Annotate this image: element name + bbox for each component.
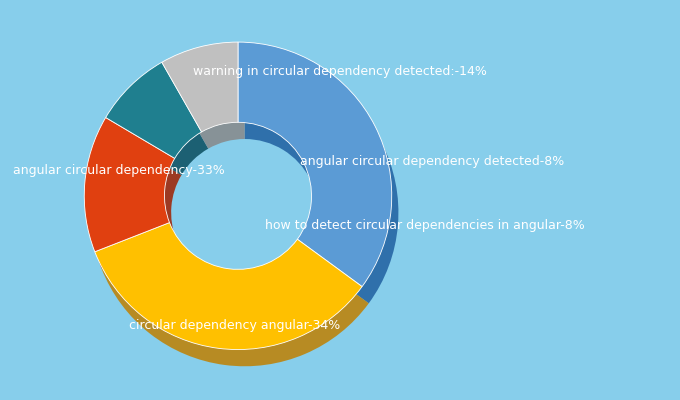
Wedge shape — [112, 79, 208, 175]
Wedge shape — [101, 239, 369, 366]
Text: angular circular dependency-33%: angular circular dependency-33% — [13, 164, 225, 176]
Wedge shape — [91, 134, 182, 268]
Text: warning in circular dependency detected:-14%: warning in circular dependency detected:… — [193, 66, 487, 78]
Wedge shape — [238, 42, 392, 286]
Wedge shape — [245, 59, 398, 303]
Wedge shape — [95, 222, 362, 350]
Wedge shape — [105, 62, 201, 158]
Wedge shape — [84, 118, 175, 252]
Wedge shape — [169, 59, 245, 149]
Wedge shape — [162, 42, 238, 132]
Text: how to detect circular dependencies in angular-8%: how to detect circular dependencies in a… — [265, 220, 585, 232]
Text: angular circular dependency detected-8%: angular circular dependency detected-8% — [300, 156, 564, 168]
Text: circular dependency angular-34%: circular dependency angular-34% — [129, 320, 340, 332]
